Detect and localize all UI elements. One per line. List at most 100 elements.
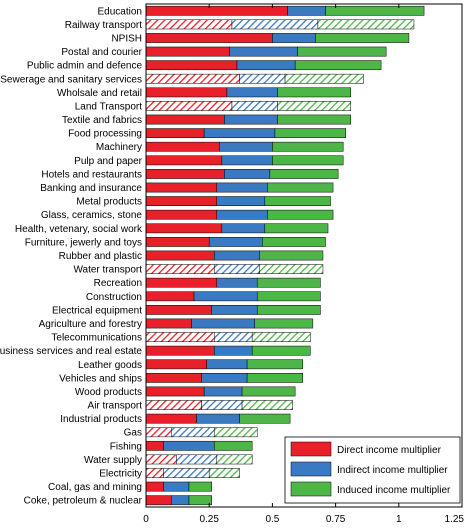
bar-furniture-jewerly-and-toys-series-1	[208, 237, 263, 247]
legend-swatch-1	[290, 461, 332, 477]
bar-postal-and-courier-series-0	[145, 46, 230, 57]
category-label-wood-products: Wood products	[75, 387, 142, 398]
bar-land-transport-series-0	[145, 101, 233, 111]
bar-telecommunications-series-1	[214, 332, 253, 342]
bar-postal-and-courier-series-1	[229, 46, 298, 57]
category-label-rubber-and-plastic: Rubber and plastic	[59, 251, 142, 262]
bar-npish-series-0	[145, 33, 273, 43]
bar-construction-series-0	[145, 291, 195, 302]
category-label-npish: NPISH	[111, 33, 142, 44]
bar-banking-and-insurance-series-0	[145, 182, 218, 193]
bar-agriculture-and-forestry-series-0	[145, 318, 192, 329]
bar-glass-ceramics-stone-series-2	[267, 209, 334, 220]
x-tick-label: 0.75	[326, 514, 346, 525]
bar-sewerage-and-sanitary-services-series-2	[284, 73, 364, 84]
category-label-furniture-jewerly-and-toys: Furniture, jewerly and toys	[25, 237, 142, 248]
bar-fishing-series-1	[163, 440, 215, 451]
bar-telecommunications-series-2	[251, 332, 311, 342]
bar-recreation-series-1	[216, 277, 258, 288]
bar-public-admin-and-defence-series-0	[145, 60, 238, 71]
bar-electricity-series-2	[208, 468, 240, 478]
bar-glass-ceramics-stone-series-0	[145, 209, 218, 220]
bar-vehicles-and-ships-series-1	[201, 372, 248, 383]
bar-land-transport-series-2	[277, 101, 352, 111]
bar-recreation-series-2	[256, 277, 321, 288]
bar-leather-goods-series-2	[246, 359, 303, 370]
bar-public-admin-and-defence-series-2	[294, 60, 382, 71]
category-label-recreation: Recreation	[94, 278, 142, 289]
bar-wholsale-and-retail-series-0	[145, 87, 228, 98]
legend-swatch-2	[290, 481, 332, 497]
bar-water-supply-series-2	[216, 454, 253, 465]
category-label-telecommunications: Telecommunications	[51, 333, 142, 344]
bar-glass-ceramics-stone-series-1	[216, 209, 268, 220]
bar-water-supply-series-0	[145, 454, 177, 465]
bar-textile-and-fabrics-series-0	[145, 114, 225, 125]
category-label-water-transport: Water transport	[73, 265, 142, 276]
bar-business-services-and-real-estate-series-2	[251, 345, 311, 356]
category-label-electricity: Electricity	[99, 469, 142, 480]
category-label-wholsale-and-retail: Wholsale and retail	[57, 88, 142, 99]
x-tick-label: 0.25	[199, 514, 219, 525]
bar-vehicles-and-ships-series-0	[145, 372, 202, 383]
bar-business-services-and-real-estate-series-1	[214, 345, 253, 356]
bar-rubber-and-plastic-series-1	[214, 250, 261, 261]
bar-npish-series-2	[315, 33, 410, 43]
bar-railway-transport-series-2	[317, 19, 415, 30]
bar-rubber-and-plastic-series-2	[259, 250, 324, 261]
category-label-postal-and-courier: Postal and courier	[61, 47, 142, 58]
bar-wholsale-and-retail-series-2	[277, 87, 352, 98]
category-label-construction: Construction	[86, 292, 142, 303]
bar-coke-petroleum-nuclear-series-1	[171, 495, 190, 506]
bar-leather-goods-series-1	[206, 359, 248, 370]
bar-pulp-and-paper-series-0	[145, 155, 223, 166]
bar-electricity-series-1	[163, 468, 210, 478]
bar-water-supply-series-1	[176, 454, 218, 465]
bar-gas-series-1	[171, 427, 215, 438]
bar-pulp-and-paper-series-2	[272, 155, 344, 166]
bar-metal-products-series-1	[216, 196, 266, 206]
bar-electricity-series-0	[145, 468, 164, 478]
category-label-education: Education	[98, 6, 142, 17]
bar-industrial-products-series-2	[239, 413, 291, 424]
bar-coal-gas-and-mining-series-0	[145, 481, 164, 492]
bar-coke-petroleum-nuclear-series-2	[188, 495, 212, 506]
bar-agriculture-and-forestry-series-2	[254, 318, 314, 329]
bar-pulp-and-paper-series-1	[221, 155, 273, 166]
bar-coke-petroleum-nuclear-series-0	[145, 495, 172, 506]
category-label-electrical-equipment: Electrical equipment	[52, 305, 142, 316]
bar-postal-and-courier-series-2	[297, 46, 387, 57]
x-tick-label: 0	[143, 514, 149, 525]
category-label-pulp-and-paper: Pulp and paper	[74, 156, 143, 167]
category-label-sewerage-and-sanitary-services: Sewerage and sanitary services	[0, 74, 142, 85]
bar-wood-products-series-0	[145, 386, 205, 397]
bar-hotels-and-restaurants-series-0	[145, 169, 225, 179]
bar-railway-transport-series-1	[231, 19, 319, 30]
bar-gas-series-2	[214, 427, 258, 438]
category-label-food-processing: Food processing	[68, 129, 142, 140]
bar-telecommunications-series-0	[145, 332, 215, 342]
bar-gas-series-0	[145, 427, 172, 438]
bar-land-transport-series-1	[231, 101, 278, 111]
category-label-railway-transport: Railway transport	[65, 20, 142, 31]
bar-metal-products-series-0	[145, 196, 218, 206]
category-label-air-transport: Air transport	[88, 401, 143, 412]
category-labels-group: Education Railway transport NPISH Postal an…	[0, 6, 143, 506]
bar-health-vetenary-social-work-series-1	[221, 223, 266, 234]
bar-water-transport-series-2	[259, 264, 324, 274]
category-label-coal-gas-and-mining: Coal, gas and mining	[48, 482, 142, 493]
bar-water-transport-series-1	[214, 264, 261, 274]
bar-textile-and-fabrics-series-1	[224, 114, 278, 125]
bar-wood-products-series-1	[203, 386, 243, 397]
bar-coal-gas-and-mining-series-2	[188, 481, 212, 492]
bar-sewerage-and-sanitary-services-series-0	[145, 73, 240, 84]
legend-swatch-0	[290, 441, 332, 457]
bar-furniture-jewerly-and-toys-series-2	[262, 237, 326, 247]
bar-electrical-equipment-series-1	[211, 305, 258, 315]
bar-air-transport-series-0	[145, 400, 202, 410]
bar-vehicles-and-ships-series-2	[246, 372, 303, 383]
bar-fishing-series-0	[145, 440, 164, 451]
category-label-coke-petroleum-nuclear: Coke, petroleum & nuclear	[24, 496, 143, 507]
bar-water-transport-series-0	[145, 264, 215, 274]
